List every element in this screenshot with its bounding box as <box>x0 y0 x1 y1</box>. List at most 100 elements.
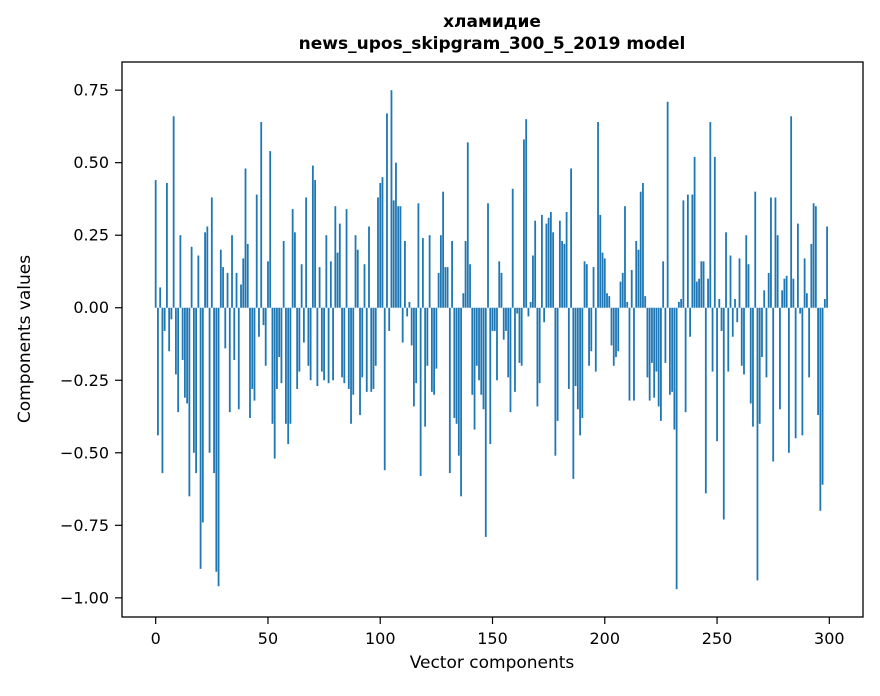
bar-component-77 <box>327 307 330 384</box>
bar-component-286 <box>796 223 799 308</box>
bar-component-122 <box>428 235 431 308</box>
bar-component-214 <box>635 241 638 308</box>
bar-component-201 <box>606 293 608 308</box>
bar-component-232 <box>675 307 678 590</box>
bar-component-291 <box>808 307 811 378</box>
bar-component-158 <box>509 307 512 413</box>
bar-component-292 <box>810 243 813 308</box>
bar-component-63 <box>296 307 299 389</box>
bar-component-187 <box>574 307 577 387</box>
bar-component-148 <box>487 203 489 308</box>
bar-component-90 <box>356 249 359 308</box>
bar-component-185 <box>570 168 572 308</box>
bar-component-56 <box>280 307 283 384</box>
bar-component-91 <box>359 307 361 416</box>
bar-component-209 <box>624 206 626 308</box>
bar-component-45 <box>255 194 258 308</box>
bar-component-131 <box>448 307 451 474</box>
bar-component-88 <box>352 307 355 395</box>
bar-component-44 <box>253 307 256 401</box>
bar-component-98 <box>374 307 377 366</box>
bar-component-80 <box>334 206 337 308</box>
bar-component-97 <box>372 307 375 389</box>
bar-component-7 <box>170 307 173 320</box>
bar-component-87 <box>350 307 352 424</box>
bar-component-68 <box>307 307 310 366</box>
bar-component-226 <box>662 261 665 308</box>
bar-component-20 <box>199 307 202 569</box>
bar-component-213 <box>633 307 635 401</box>
y-tick-label-0.25: 0.25 <box>73 226 109 245</box>
bar-component-85 <box>345 209 348 308</box>
bar-component-252 <box>720 307 723 331</box>
bar-component-113 <box>408 301 411 308</box>
bar-component-249 <box>713 156 716 308</box>
bar-component-106 <box>392 200 395 308</box>
bar-component-48 <box>262 307 265 326</box>
bar-component-123 <box>430 307 433 392</box>
bar-component-198 <box>599 214 602 308</box>
bar-component-215 <box>637 249 640 308</box>
bar-component-94 <box>365 307 368 392</box>
bar-component-190 <box>581 307 584 418</box>
bar-component-261 <box>740 307 743 366</box>
bar-component-10 <box>177 307 180 413</box>
y-tick-label-0.50: 0.50 <box>73 153 109 172</box>
bar-component-64 <box>298 307 301 372</box>
bar-component-269 <box>758 307 761 424</box>
bar-component-37 <box>237 307 240 410</box>
bar-component-78 <box>329 261 332 308</box>
bar-component-50 <box>267 261 269 308</box>
bar-component-81 <box>336 252 339 308</box>
bar-component-218 <box>644 296 647 308</box>
bar-component-255 <box>727 307 730 372</box>
bar-component-246 <box>707 278 709 308</box>
bar-component-135 <box>457 307 460 456</box>
bar-component-267 <box>754 191 757 308</box>
bar-component-202 <box>608 296 611 308</box>
bar-component-278 <box>779 307 781 410</box>
bar-component-160 <box>514 307 516 392</box>
bar-component-89 <box>354 235 357 308</box>
bar-component-140 <box>469 264 471 308</box>
bar-component-24 <box>208 307 211 453</box>
bar-component-134 <box>455 307 458 424</box>
bar-component-169 <box>534 220 537 308</box>
bar-component-242 <box>698 278 700 308</box>
bar-component-268 <box>756 307 759 581</box>
bar-component-298 <box>823 299 826 308</box>
bar-component-0 <box>154 180 157 308</box>
bar-component-161 <box>516 307 519 314</box>
bar-component-166 <box>527 307 530 317</box>
bar-component-236 <box>684 307 687 413</box>
bar-component-39 <box>242 258 245 308</box>
bar-component-127 <box>439 235 442 308</box>
bar-component-193 <box>588 307 590 366</box>
x-tick-label-0: 0 <box>151 629 161 648</box>
bar-component-222 <box>653 307 656 398</box>
bar-component-254 <box>725 232 727 308</box>
bar-component-70 <box>311 165 314 308</box>
bar-component-149 <box>489 307 492 445</box>
bar-component-61 <box>291 209 294 308</box>
bar-component-258 <box>734 299 736 308</box>
bar-component-65 <box>300 264 303 308</box>
bar-component-92 <box>361 307 364 378</box>
bar-component-260 <box>738 258 741 308</box>
chart-title-model: news_upos_skipgram_300_5_2019 model <box>299 34 686 54</box>
bar-component-171 <box>538 307 541 384</box>
bar-component-186 <box>572 307 575 479</box>
bar-component-206 <box>617 307 620 352</box>
bar-component-46 <box>258 307 260 337</box>
bar-component-270 <box>761 307 763 358</box>
bar-component-257 <box>731 307 734 337</box>
bar-component-183 <box>565 211 568 308</box>
bar-component-53 <box>273 307 276 459</box>
bar-component-194 <box>590 307 593 352</box>
y-tick-label-−0.75: −0.75 <box>60 516 109 535</box>
bar-component-120 <box>424 307 427 427</box>
bar-component-179 <box>556 307 559 421</box>
bar-component-223 <box>655 307 658 372</box>
x-axis-label: Vector components <box>410 653 575 673</box>
